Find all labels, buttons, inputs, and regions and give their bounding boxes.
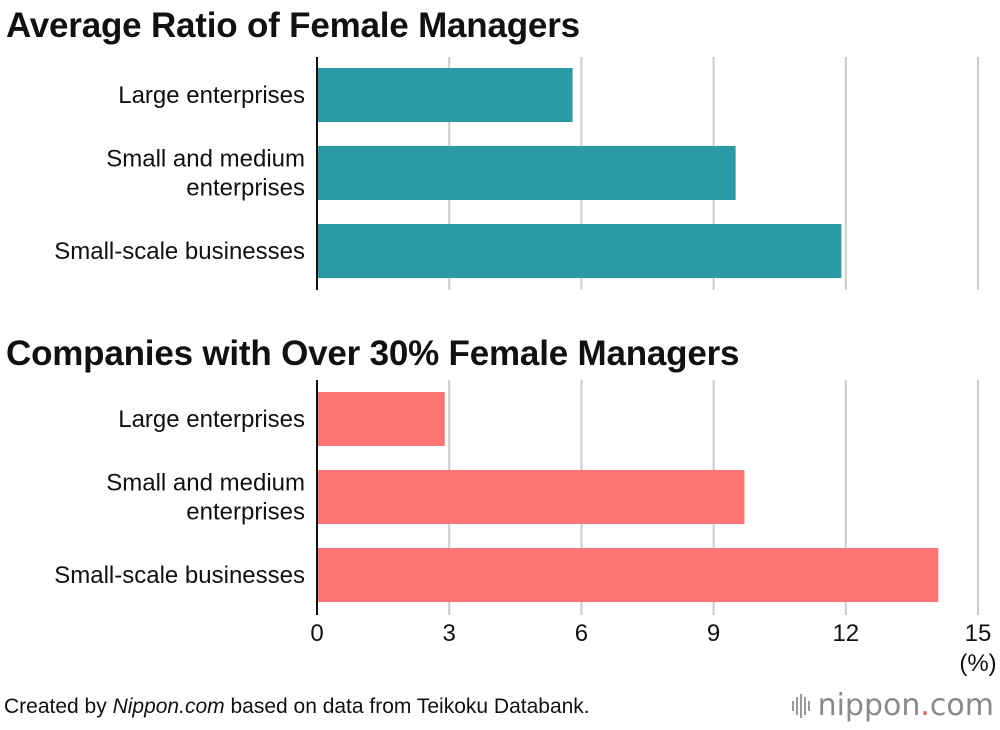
x-tick-label: 9 <box>707 620 720 647</box>
source-prefix: Created by <box>4 695 113 718</box>
x-tick-label: 0 <box>310 620 323 647</box>
logo-bars-icon <box>791 693 810 718</box>
bar-large-enterprises <box>317 68 573 122</box>
bar-small-scale-businesses <box>317 548 939 602</box>
category-label: Small-scale businesses <box>54 238 305 265</box>
chart-title-average-ratio: Average Ratio of Female Managers <box>6 6 580 45</box>
category-label: enterprises <box>186 175 305 202</box>
x-tick-label: 12 <box>832 620 859 647</box>
logo-dot: . <box>920 688 930 723</box>
source-brand: Nippon.com <box>112 695 225 718</box>
bar-small-and-medium-enterprises <box>317 470 745 524</box>
bar-large-enterprises <box>317 392 445 446</box>
bar-small-and-medium-enterprises <box>317 146 736 200</box>
category-label: Small and medium <box>106 146 305 173</box>
x-tick-label: 6 <box>575 620 588 647</box>
category-label: Large enterprises <box>118 406 305 433</box>
category-label: enterprises <box>186 499 305 526</box>
bar-small-scale-businesses <box>317 224 842 278</box>
chart-title-over-30-percent: Companies with Over 30% Female Managers <box>6 334 740 373</box>
nippon-logo: nippon. com <box>791 688 994 723</box>
x-axis-unit: (%) <box>959 650 996 677</box>
source-note: Created by Nippon.com based on data from… <box>4 695 590 719</box>
x-tick-label: 15 <box>965 620 992 647</box>
category-label: Large enterprises <box>118 82 305 109</box>
source-suffix: based on data from Teikoku Databank. <box>224 695 590 718</box>
x-tick-label: 3 <box>443 620 456 647</box>
category-label: Small-scale businesses <box>54 562 305 589</box>
category-label: Small and medium <box>106 470 305 497</box>
logo-tld: com <box>929 688 994 723</box>
logo-name: nippon <box>817 688 921 723</box>
